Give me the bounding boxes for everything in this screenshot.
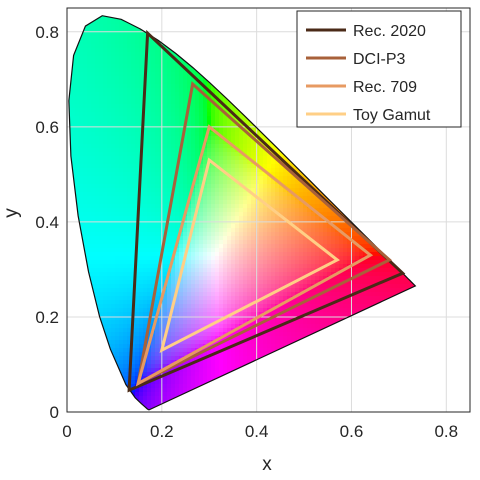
y-tick-label: 0.6 (35, 118, 59, 137)
y-tick-label: 0.2 (35, 308, 59, 327)
legend-label: Rec. 709 (353, 79, 417, 96)
y-tick-labels: 0 0.2 0.4 0.6 0.8 (35, 23, 59, 422)
gamut-triangle-toy-gamut (159, 157, 341, 354)
y-axis-label: y (1, 208, 22, 218)
x-tick-label: 0.6 (340, 422, 364, 441)
gamut-triangle-rec-2020 (127, 29, 406, 393)
legend: Rec. 2020 DCI-P3 Rec. 709 Toy Gamut (296, 10, 462, 128)
y-tick-label: 0 (50, 403, 59, 422)
gamut-triangle-rec-709 (135, 124, 374, 387)
y-tick-label: 0.8 (35, 23, 59, 42)
x-tick-label: 0 (62, 422, 71, 441)
legend-label: Toy Gamut (353, 107, 431, 124)
gamut-triangle-dci-p3 (136, 81, 393, 387)
x-tick-label: 0.8 (434, 422, 458, 441)
x-tick-labels: 0 0.2 0.4 0.6 0.8 (62, 422, 458, 441)
axes-frame (66, 7, 471, 413)
x-tick-label: 0.2 (150, 422, 174, 441)
y-tick-label: 0.4 (35, 213, 59, 232)
gamut-triangles (127, 29, 406, 393)
legend-label: Rec. 2020 (353, 23, 426, 40)
legend-label: DCI-P3 (353, 51, 406, 68)
x-axis-label: x (262, 454, 272, 475)
x-tick-label: 0.4 (245, 422, 269, 441)
